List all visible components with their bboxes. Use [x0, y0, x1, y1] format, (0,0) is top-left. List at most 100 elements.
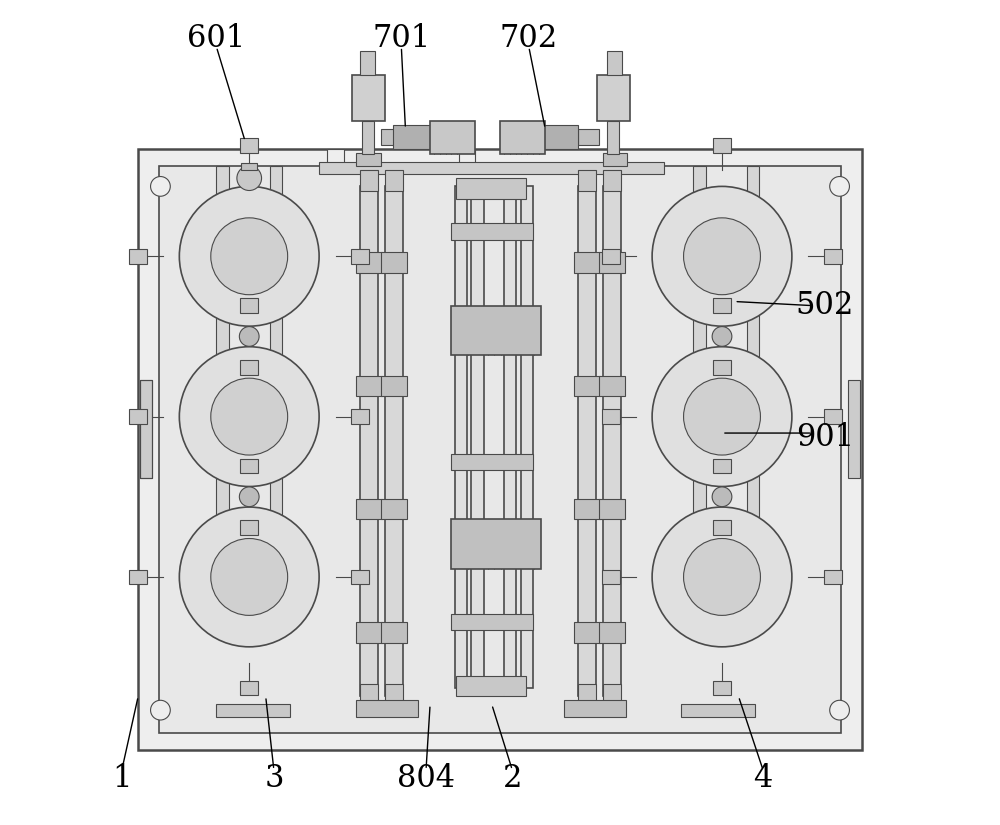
Text: 2: 2 [503, 763, 522, 794]
Bar [602, 569, 620, 584]
Bar [356, 499, 382, 520]
Bar [599, 375, 625, 396]
Circle shape [712, 327, 732, 346]
Text: 3: 3 [264, 763, 284, 794]
Bar [216, 166, 229, 618]
Bar [240, 521, 258, 535]
Bar [599, 622, 625, 643]
Bar [574, 375, 600, 396]
Bar [381, 129, 401, 145]
Bar [603, 153, 627, 166]
Bar [603, 186, 621, 696]
Bar [607, 120, 619, 153]
Bar [360, 186, 378, 696]
Bar [352, 75, 385, 120]
Bar [713, 360, 731, 375]
Bar [599, 499, 625, 520]
Circle shape [684, 218, 760, 295]
Bar [381, 622, 407, 643]
Text: 701: 701 [372, 23, 430, 54]
Bar [597, 75, 630, 120]
Bar [747, 166, 759, 618]
Bar [385, 684, 403, 705]
Circle shape [151, 177, 170, 196]
Bar [693, 166, 706, 618]
Circle shape [652, 346, 792, 487]
Bar [456, 676, 526, 696]
Bar [848, 380, 860, 478]
Bar [574, 622, 600, 643]
Bar [356, 700, 418, 717]
Bar [578, 684, 596, 705]
Bar [356, 153, 381, 166]
Bar [455, 186, 467, 688]
Bar [824, 569, 842, 584]
Bar [381, 499, 407, 520]
Bar [451, 454, 533, 470]
Bar [381, 375, 407, 396]
Bar [713, 681, 731, 695]
Bar [603, 170, 621, 191]
Bar [824, 409, 842, 424]
Bar [240, 298, 258, 313]
Bar [129, 249, 147, 264]
Bar [574, 499, 600, 520]
Bar [451, 224, 533, 240]
Bar [381, 252, 407, 273]
Bar [578, 170, 596, 191]
Bar [430, 120, 475, 153]
Bar [393, 125, 434, 149]
Bar [360, 50, 375, 75]
Text: 4: 4 [753, 763, 773, 794]
Bar [129, 409, 147, 424]
Bar [319, 162, 664, 174]
Bar [451, 614, 533, 630]
Text: 1: 1 [112, 763, 132, 794]
Bar [159, 166, 841, 733]
Bar [456, 178, 526, 199]
Bar [824, 249, 842, 264]
Bar [140, 380, 152, 478]
Bar [537, 125, 578, 149]
Text: 804: 804 [397, 763, 455, 794]
Bar [607, 50, 622, 75]
Bar [459, 149, 475, 170]
Bar [216, 705, 290, 717]
Circle shape [179, 186, 319, 326]
Bar [471, 186, 484, 688]
Bar [356, 622, 382, 643]
Text: 601: 601 [187, 23, 245, 54]
Bar [385, 186, 403, 696]
Bar [240, 138, 258, 153]
Circle shape [179, 346, 319, 487]
Circle shape [712, 487, 732, 507]
Circle shape [652, 507, 792, 647]
Bar [351, 569, 369, 584]
Bar [362, 120, 374, 153]
Bar [602, 409, 620, 424]
Text: 901: 901 [796, 422, 854, 453]
Bar [602, 249, 620, 264]
Circle shape [684, 539, 760, 615]
Circle shape [211, 539, 288, 615]
Circle shape [151, 700, 170, 720]
Bar [351, 249, 369, 264]
Bar [138, 149, 862, 750]
Bar [599, 252, 625, 273]
Circle shape [211, 378, 288, 455]
Bar [240, 459, 258, 474]
Bar [603, 684, 621, 705]
Circle shape [179, 507, 319, 647]
Bar [574, 252, 600, 273]
Bar [240, 681, 258, 695]
Bar [500, 120, 545, 153]
Text: 502: 502 [796, 290, 854, 321]
Circle shape [830, 700, 849, 720]
Bar [356, 375, 382, 396]
Bar [681, 705, 755, 717]
Bar [713, 138, 731, 153]
Bar [241, 163, 257, 170]
Bar [270, 166, 282, 618]
Bar [713, 521, 731, 535]
Bar [129, 569, 147, 584]
